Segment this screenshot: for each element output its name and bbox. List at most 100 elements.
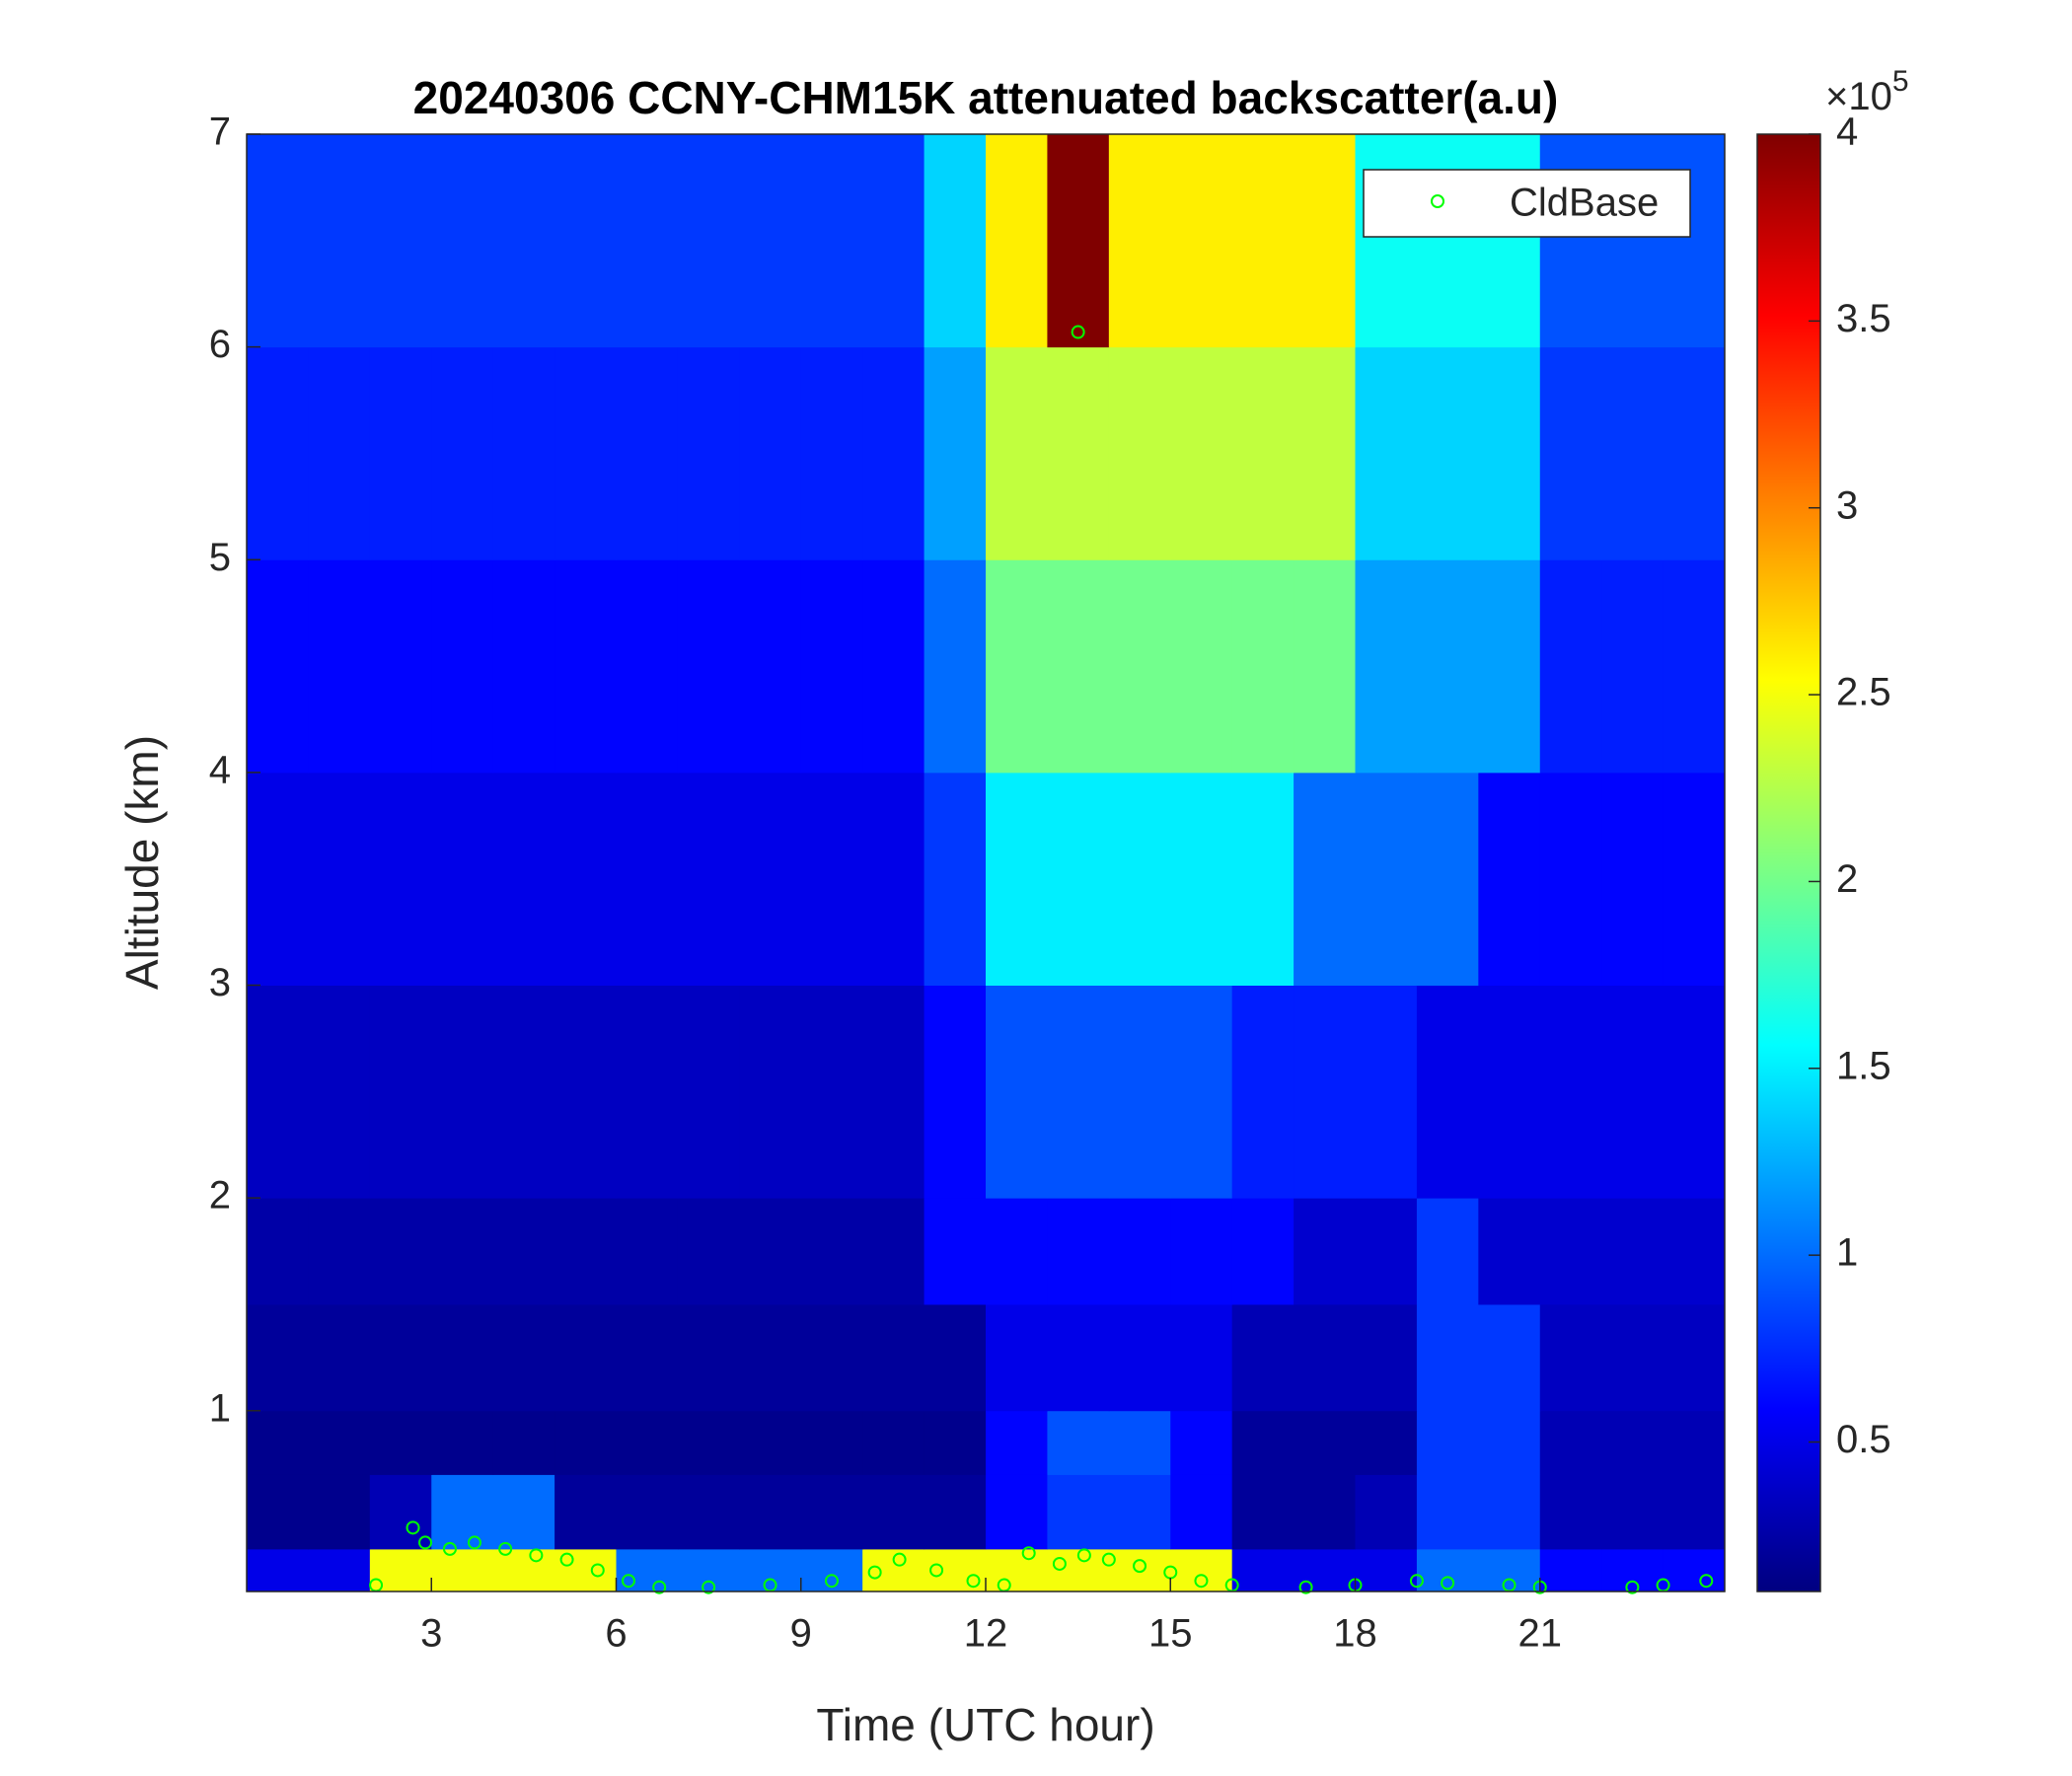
heat-cell — [1478, 772, 1541, 986]
heat-cell — [862, 1303, 925, 1412]
heat-cell — [800, 1474, 863, 1550]
x-tick-label: 12 — [964, 1612, 1008, 1656]
cloud-base-point — [652, 1580, 667, 1594]
heat-cell — [555, 985, 617, 1199]
heat-cell — [1231, 134, 1295, 348]
cloud-base-point — [621, 1574, 635, 1589]
heat-cell — [986, 134, 1048, 348]
heat-cell — [247, 346, 309, 560]
heat-cell — [492, 1548, 555, 1592]
heat-cell — [1108, 772, 1171, 986]
axes: 3 6 9 12 15 18 2112345670.511.522.533.54CldBas… — [209, 111, 1891, 1656]
heat-cell — [308, 346, 371, 560]
colorbar-tick-label: 3.5 — [1836, 297, 1891, 340]
heat-cell — [1170, 559, 1233, 774]
y-axis-label: Altitude (km) — [116, 735, 168, 990]
colorbar — [1756, 133, 1821, 1592]
cloud-base-point — [1133, 1559, 1147, 1574]
heat-cell — [862, 559, 925, 774]
heat-cell — [1231, 985, 1295, 1199]
heat-cell — [492, 985, 555, 1199]
heat-cell — [1663, 1410, 1726, 1475]
heat-cell — [986, 559, 1048, 774]
heat-cell — [1108, 1474, 1171, 1550]
heat-cell — [1108, 1303, 1171, 1412]
heat-cell — [1170, 346, 1233, 560]
heat-cell — [1539, 772, 1602, 986]
heat-cell — [1416, 346, 1479, 560]
heat-cell — [1294, 346, 1356, 560]
heat-cell — [616, 559, 679, 774]
heat-cell — [1047, 1410, 1110, 1475]
heat-cell — [1601, 1548, 1665, 1592]
heat-cell — [800, 1198, 863, 1305]
heat-cell — [247, 1303, 309, 1412]
y-tick-label: 7 — [209, 111, 231, 154]
heat-cell — [1231, 1548, 1295, 1592]
heat-cell — [986, 1198, 1048, 1305]
cloud-base-point — [892, 1552, 907, 1567]
heat-cell — [677, 985, 740, 1199]
heat-cell — [1231, 1410, 1295, 1475]
heat-cell — [308, 1548, 371, 1592]
heat-cell — [800, 559, 863, 774]
heat-cell — [492, 559, 555, 774]
heat-cell — [1170, 1548, 1233, 1592]
heat-cell — [431, 134, 494, 348]
heat-cell — [924, 346, 987, 560]
heat-cell — [1539, 559, 1602, 774]
heat-cell — [800, 1410, 863, 1475]
legend: CldBase — [1363, 169, 1691, 238]
cloud-base-point — [467, 1535, 481, 1550]
cloud-base-point — [442, 1541, 457, 1556]
heat-cell — [1478, 985, 1541, 1199]
heat-cell — [1170, 134, 1233, 348]
colorbar-scale-base: ×10 — [1825, 75, 1892, 118]
heat-cell — [1355, 134, 1418, 348]
heat-cell — [1601, 134, 1665, 348]
heat-cell — [800, 1548, 863, 1592]
heat-cell — [1047, 1474, 1110, 1550]
colorbar-tick-label: 1 — [1836, 1231, 1858, 1275]
heat-cell — [492, 1474, 555, 1550]
heat-cell — [924, 1303, 987, 1412]
heat-cell — [1047, 1303, 1110, 1412]
heat-cell — [1355, 985, 1418, 1199]
heat-cell — [1539, 1198, 1602, 1305]
heat-cell — [616, 985, 679, 1199]
heat-cell — [677, 772, 740, 986]
cloud-base-point — [1194, 1574, 1209, 1589]
cloud-base-point — [824, 1574, 839, 1589]
heat-cell — [1416, 1410, 1479, 1475]
heat-cell — [308, 1474, 371, 1550]
x-tick-label: 3 — [420, 1612, 442, 1656]
heat-cell — [1047, 346, 1110, 560]
cloud-base-point — [1409, 1574, 1424, 1589]
heat-cell — [1539, 1474, 1602, 1550]
heat-cell — [739, 1548, 802, 1592]
heat-cell — [1108, 1410, 1171, 1475]
heat-cell — [1231, 559, 1295, 774]
heat-cell — [986, 346, 1048, 560]
heat-cell — [431, 1474, 494, 1550]
heat-cell — [924, 1548, 987, 1592]
heat-cell — [1170, 1198, 1233, 1305]
heat-cell — [1294, 772, 1356, 986]
heat-cell — [1294, 1198, 1356, 1305]
cloud-base-point — [1699, 1574, 1714, 1589]
heat-cell — [1294, 1410, 1356, 1475]
heat-cell — [1416, 1303, 1479, 1412]
heat-cell — [1601, 1474, 1665, 1550]
heat-cell — [986, 1410, 1048, 1475]
colorbar-scale-exponent: 5 — [1892, 65, 1909, 98]
heat-cell — [1416, 985, 1479, 1199]
x-tick-label: 6 — [605, 1612, 627, 1656]
heat-cell — [1478, 1548, 1541, 1592]
heat-cell — [247, 772, 309, 986]
heat-cell — [1170, 1303, 1233, 1412]
heat-cell — [1539, 134, 1602, 348]
colorbar-tick-label: 2 — [1836, 857, 1858, 901]
heat-cell — [986, 1303, 1048, 1412]
heat-cell — [1294, 1474, 1356, 1550]
heat-cell — [677, 1548, 740, 1592]
